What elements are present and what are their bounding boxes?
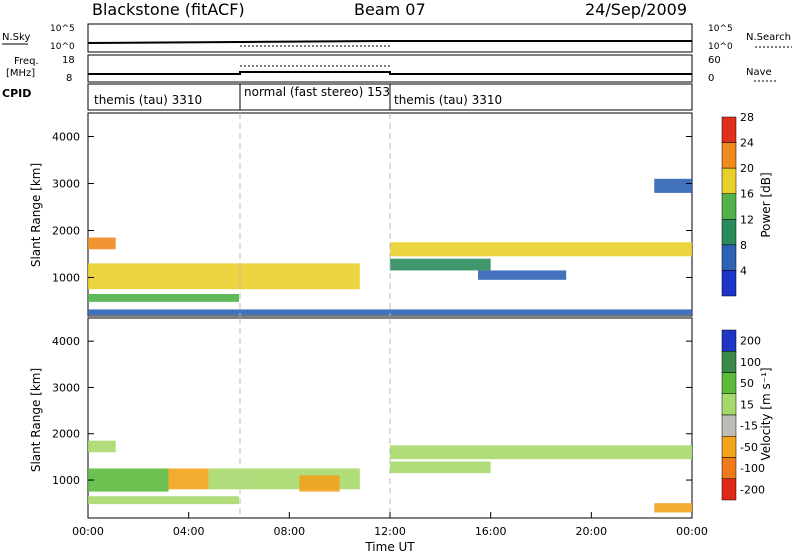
scatter-band	[390, 461, 491, 474]
colorbar-tick-label: -15	[740, 420, 758, 433]
ytick-label: 4000	[52, 130, 80, 143]
ytick-label: 1000	[52, 271, 80, 284]
radar-title: Blackstone (fitACF)	[92, 0, 245, 19]
freq-trace	[88, 71, 692, 75]
power-colorbar-label: Power [dB]	[759, 172, 773, 237]
colorbar-tick-label: -200	[740, 483, 765, 496]
colorbar-swatch	[721, 393, 737, 416]
scatter-band	[88, 440, 116, 453]
xtick-label: 00:00	[72, 525, 104, 538]
velocity-colorbar-label: Velocity [m s⁻¹]	[759, 367, 773, 460]
ytick-label: 2000	[52, 428, 80, 441]
nsky-panel: N.Sky 10^5 10^0 10^5 10^0 N.Search	[2, 23, 792, 53]
xtick-label: 20:00	[575, 525, 607, 538]
beam-label: Beam 07	[354, 0, 426, 19]
colorbar-swatch	[721, 372, 737, 394]
power-colorbar: 4 8 12 16 20 24 28	[721, 111, 754, 297]
cpid-label: CPID	[2, 87, 31, 100]
colorbar-tick-label: 8	[740, 239, 747, 252]
freq-panel: Freq. [MHz] 18 8 60 0 Nave	[6, 54, 778, 84]
colorbar-swatch	[721, 436, 737, 458]
nsky-label: N.Sky	[2, 32, 30, 43]
scatter-band	[390, 258, 491, 271]
scatter-band	[88, 309, 692, 316]
freq-tick-bottom: 8	[66, 73, 72, 84]
nsearch-label: N.Search	[746, 32, 791, 43]
nsky-trace	[87, 40, 692, 44]
colorbar-tick-label: 50	[740, 377, 754, 390]
xtick-label: 00:00	[676, 525, 708, 538]
nsky-tick-bottom: 10^0	[50, 42, 75, 52]
colorbar-swatch	[721, 116, 737, 143]
velocity-panel: 1000 2000 3000 4000 00:00 04:00 08:00 12:00 16:…	[29, 317, 708, 554]
time-xlabel: Time UT	[364, 540, 415, 554]
scatter-band	[168, 468, 209, 490]
nave-tick-bottom: 0	[708, 73, 714, 84]
colorbar-tick-label: 20	[740, 162, 754, 175]
colorbar-tick-label: -100	[740, 462, 765, 475]
colorbar-swatch	[721, 457, 737, 479]
nsearch-tick-bottom: 10^0	[708, 42, 733, 52]
colorbar-tick-label: 15	[740, 398, 754, 411]
xtick-label: 04:00	[173, 525, 205, 538]
power-panel: 1000 2000 3000 4000 Slant Range [km]	[29, 112, 693, 317]
colorbar-swatch	[721, 142, 737, 169]
scatter-band	[654, 178, 692, 193]
cpid-segment-2: normal (fast stereo) 153	[244, 85, 390, 99]
freq-label-1: Freq.	[14, 56, 39, 67]
scatter-band	[299, 475, 340, 492]
scatter-band	[88, 263, 360, 290]
colorbar-swatch	[721, 351, 737, 373]
scatter-band	[88, 496, 239, 505]
colorbar-tick-label: 16	[740, 188, 754, 201]
colorbar-swatch	[721, 270, 737, 297]
date-label: 24/Sep/2009	[585, 0, 688, 19]
colorbar-swatch	[721, 478, 737, 501]
freq-label-2: [MHz]	[6, 68, 35, 79]
nsearch-tick-top: 10^5	[708, 24, 733, 34]
velocity-colorbar: 200 100 50 15 -15 -50 -100 -200	[721, 329, 765, 501]
freq-tick-top: 18	[62, 55, 75, 66]
colorbar-tick-label: 100	[740, 356, 761, 369]
colorbar-swatch	[721, 329, 737, 352]
colorbar-swatch	[721, 244, 737, 271]
power-ylabel: Slant Range [km]	[29, 163, 43, 267]
colorbar-tick-label: 28	[740, 111, 754, 124]
nave-tick-top: 60	[708, 55, 721, 66]
scatter-band	[390, 242, 692, 257]
ytick-label: 4000	[52, 335, 80, 348]
xtick-label: 16:00	[475, 525, 507, 538]
ytick-label: 1000	[52, 474, 80, 487]
colorbar-tick-label: 24	[740, 137, 754, 150]
nave-label: Nave	[746, 67, 772, 78]
scatter-band	[478, 270, 567, 280]
colorbar-tick-label: 12	[740, 213, 754, 226]
cpid-segment-1: themis (tau) 3310	[94, 93, 202, 107]
cpid-panel: CPID themis (tau) 3310 normal (fast ster…	[2, 83, 693, 111]
scatter-band	[88, 293, 239, 302]
colorbar-swatch	[721, 414, 737, 437]
colorbar-swatch	[721, 193, 737, 220]
xtick-label: 08:00	[273, 525, 305, 538]
colorbar-tick-label: 4	[740, 264, 747, 277]
scatter-band	[654, 503, 692, 513]
ytick-label: 3000	[52, 381, 80, 394]
scatter-band	[88, 237, 116, 250]
colorbar-swatch	[721, 219, 737, 246]
scatter-band	[88, 468, 169, 492]
cpid-segment-3: themis (tau) 3310	[394, 93, 502, 107]
nsky-tick-top: 10^5	[50, 24, 75, 34]
velocity-ylabel: Slant Range [km]	[29, 368, 43, 472]
ytick-label: 2000	[52, 224, 80, 237]
scatter-band	[390, 445, 692, 460]
xtick-label: 12:00	[374, 525, 406, 538]
colorbar-tick-label: 200	[740, 335, 761, 348]
ytick-label: 3000	[52, 177, 80, 190]
colorbar-swatch	[721, 167, 737, 194]
colorbar-tick-label: -50	[740, 441, 758, 454]
